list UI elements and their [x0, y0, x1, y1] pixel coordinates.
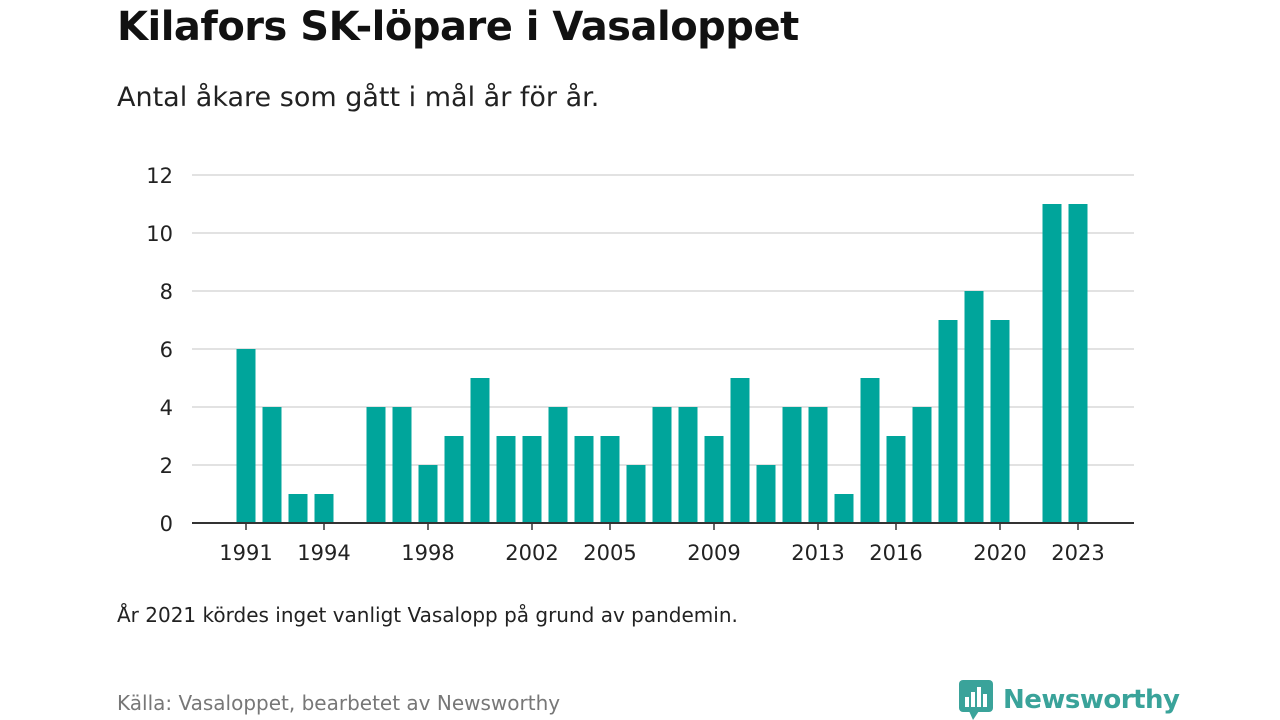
bar [886, 436, 906, 523]
bar [990, 320, 1010, 523]
bar [756, 465, 776, 523]
bar [366, 407, 386, 523]
bar [912, 407, 932, 523]
bar [860, 378, 880, 523]
bar [834, 494, 854, 523]
bar [1042, 204, 1062, 523]
x-tick-label: 2009 [687, 541, 740, 565]
x-tick-label: 2013 [791, 541, 844, 565]
x-tick-label: 1998 [401, 541, 454, 565]
bar [522, 436, 542, 523]
bar [626, 465, 646, 523]
bar [236, 349, 256, 523]
bar [548, 407, 568, 523]
newsworthy-logo-icon [959, 680, 993, 720]
bar [600, 436, 620, 523]
x-tick-label: 2005 [583, 541, 636, 565]
y-tick-label: 10 [146, 222, 173, 246]
bar [496, 436, 516, 523]
chart-note: År 2021 kördes inget vanligt Vasalopp på… [117, 603, 738, 627]
bar [782, 407, 802, 523]
bar-chart: 0 2 4 6 8 10 12 1991 1994 1998 2002 2005 2009 2013 201… [146, 164, 1134, 565]
x-tick-label: 2023 [1051, 541, 1104, 565]
source-credit: Källa: Vasaloppet, bearbetet av Newswort… [117, 691, 561, 715]
y-tick-label: 12 [146, 164, 173, 188]
x-tick-label: 2016 [869, 541, 922, 565]
bar [262, 407, 282, 523]
bar [678, 407, 698, 523]
bar [938, 320, 958, 523]
y-tick-label: 2 [160, 454, 173, 478]
chart-title: Kilafors SK-löpare i Vasaloppet [117, 4, 799, 50]
bar [808, 407, 828, 523]
bar [288, 494, 308, 523]
bar [1068, 204, 1088, 523]
y-tick-label: 6 [160, 338, 173, 362]
bar [314, 494, 334, 523]
x-tick-label: 1991 [219, 541, 272, 565]
bar [418, 465, 438, 523]
bar [470, 378, 490, 523]
x-tick-label: 2020 [973, 541, 1026, 565]
chart-subtitle: Antal åkare som gått i mål år för år. [117, 82, 600, 113]
x-tick-label: 1994 [297, 541, 350, 565]
bar [652, 407, 672, 523]
x-tick-label: 2002 [505, 541, 558, 565]
bar [704, 436, 724, 523]
y-tick-label: 4 [160, 396, 173, 420]
bar [392, 407, 412, 523]
y-tick-label: 0 [160, 512, 173, 536]
newsworthy-logo-text: Newsworthy [1003, 685, 1180, 715]
y-tick-label: 8 [160, 280, 173, 304]
bar [730, 378, 750, 523]
bar [444, 436, 464, 523]
newsworthy-logo: Newsworthy [959, 680, 1180, 720]
bar [964, 291, 984, 523]
bar [574, 436, 594, 523]
